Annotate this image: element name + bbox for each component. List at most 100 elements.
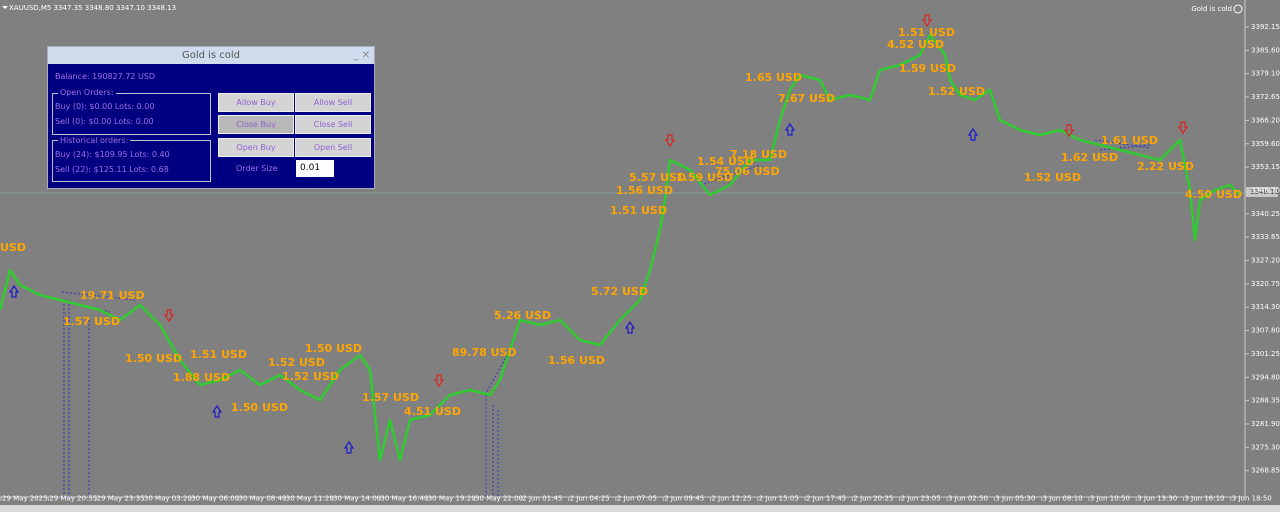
price-label: 3268.85 (1251, 467, 1280, 475)
profit-label: 89.78 USD (452, 346, 517, 359)
symbol-arrow (2, 6, 8, 9)
button[interactable]: Close Buy (218, 115, 294, 134)
time-label: 3 Jun 08:10 (1043, 495, 1083, 503)
profit-label: 1.57 USD (362, 391, 419, 404)
profit-label: 1.62 USD (1061, 151, 1118, 164)
current-price: 3348.13 (1250, 188, 1279, 196)
price-label: 3379.10 (1251, 70, 1280, 78)
current-price-box (1246, 187, 1278, 197)
profit-label: 1.51 USD (610, 204, 667, 217)
hist-buy: Buy (24): $109.95 Lots: 0.40 (55, 150, 170, 159)
time-label: 30 May 11:20 (286, 495, 334, 503)
profit-label: 1.51 USD (190, 348, 247, 361)
profit-label: 1.51 USD (898, 26, 955, 39)
order-size-value: 0.01 (300, 163, 321, 173)
time-label: 2 Jun 15:05 (759, 495, 799, 503)
group-title: Open Orders: (58, 88, 116, 97)
price-label: 3275.30 (1251, 443, 1280, 451)
window-controls[interactable]: _ ✕ (353, 50, 370, 61)
profit-label: 1.50 USD (125, 352, 182, 365)
time-label: 30 May 06:00 (191, 495, 239, 503)
profit-label: 5.57 USD (629, 171, 686, 184)
price-label: 3346.70 (1251, 186, 1280, 194)
time-label: 2 Jun 07:05 (617, 495, 657, 503)
ea-panel: Gold is cold _ ✕ Balance: 190827.72 USD O… (47, 46, 375, 189)
time-label: 30 May 16:40 (380, 495, 428, 503)
open-orders-group (52, 93, 211, 135)
price-label: 3301.25 (1251, 350, 1280, 358)
price-label: 3281.90 (1251, 420, 1280, 428)
profit-label: 1.52 USD (1024, 171, 1081, 184)
time-label: 30 May 22:00 (475, 495, 523, 503)
price-label: 3294.80 (1251, 373, 1280, 381)
trade-arrows (8, 14, 1189, 454)
price-label: 3333.65 (1251, 233, 1280, 241)
profit-label: 2.22 USD (1137, 160, 1194, 173)
profit-label: 1.52 USD (282, 370, 339, 383)
profit-label: 7.67 USD (778, 92, 835, 105)
profit-label: 1.65 USD (745, 71, 802, 84)
order-size-input[interactable]: 0.01 (296, 160, 334, 177)
time-label: 3 Jun 16:10 (1185, 495, 1225, 503)
time-label: 2 Jun 20:25 (853, 495, 893, 503)
price-label: 3314.30 (1251, 303, 1280, 311)
time-label: 3 Jun 02:50 (948, 495, 988, 503)
time-label: 30 May 08:40 (239, 495, 287, 503)
tab-strip (0, 505, 1280, 512)
profit-label: 5.26 USD (494, 309, 551, 322)
profit-label: 4.51 USD (404, 405, 461, 418)
time-label: 2 Jun 04:25 (570, 495, 610, 503)
balance: Balance: 190827.72 USD (55, 72, 156, 81)
open-buy: Buy (0): $0.00 Lots: 0.00 (55, 102, 155, 111)
time-label: 29 May 23:35 (97, 495, 145, 503)
time-label: 2 Jun 12:25 (712, 495, 752, 503)
historical-group (52, 140, 211, 182)
button[interactable]: Allow Sell (295, 93, 371, 112)
time-label: 30 May 14:00 (333, 495, 381, 503)
profit-label: 1.56 USD (548, 354, 605, 367)
profit-label: 1.57 USD (63, 315, 120, 328)
panel-title-text: Gold is cold (181, 50, 241, 61)
profit-label: 19.71 USD (80, 289, 145, 302)
open-sell: Sell (0): $0.00 Lots: 0.00 (55, 117, 154, 126)
price-label: 3353.15 (1251, 163, 1280, 171)
time-label: 2 Jun 17:45 (806, 495, 846, 503)
price-label: 3372.65 (1251, 93, 1280, 101)
profit-label: 1.88 USD (173, 371, 230, 384)
group-title: Historical orders: (58, 136, 131, 145)
button[interactable]: Allow Buy (218, 93, 294, 112)
profit-label: 1.54 USD (697, 155, 754, 168)
button[interactable]: Open Buy (218, 138, 294, 157)
button[interactable]: Close Sell (295, 115, 371, 134)
profit-label: 4.50 USD (1185, 188, 1242, 201)
price-label: 3385.60 (1251, 46, 1280, 54)
profit-label: 1.59 USD (676, 171, 733, 184)
price-label: 3327.20 (1251, 257, 1280, 265)
time-label: 3 Jun 18:50 (1232, 495, 1272, 503)
price-label: 3392.15 (1251, 23, 1280, 31)
hist-sell: Sell (22): $125.11 Lots: 0.68 (55, 165, 169, 174)
profit-label: 75.06 USD (715, 165, 780, 178)
price-axis-bg (1245, 0, 1280, 497)
profit-label: 1.52 USD (928, 85, 985, 98)
time-label: 2 Jun 23:05 (901, 495, 941, 503)
profit-label: 5.72 USD (591, 285, 648, 298)
profit-label: 1.59 USD (899, 62, 956, 75)
time-label: 30 May 19:20 (428, 495, 476, 503)
indicator-name: Gold is cold (1191, 5, 1232, 13)
time-label: 29 May 20:55 (49, 495, 97, 503)
profit-label: 1.50 USD (305, 342, 362, 355)
profit-label: 1.61 USD (1101, 134, 1158, 147)
profit-label: 1.52 USD (268, 356, 325, 369)
time-label: 2 Jun 01:45 (522, 495, 562, 503)
price-label: 3288.35 (1251, 397, 1280, 405)
button[interactable]: Open Sell (295, 138, 371, 157)
profit-label: 1.50 USD (231, 401, 288, 414)
time-label: 29 May 2025 (2, 495, 48, 503)
panel-title: Gold is cold _ ✕ (48, 47, 374, 64)
order-lines (61, 139, 1151, 497)
price-label: 3320.75 (1251, 280, 1280, 288)
profit-label: 7.18 USD (730, 148, 787, 161)
